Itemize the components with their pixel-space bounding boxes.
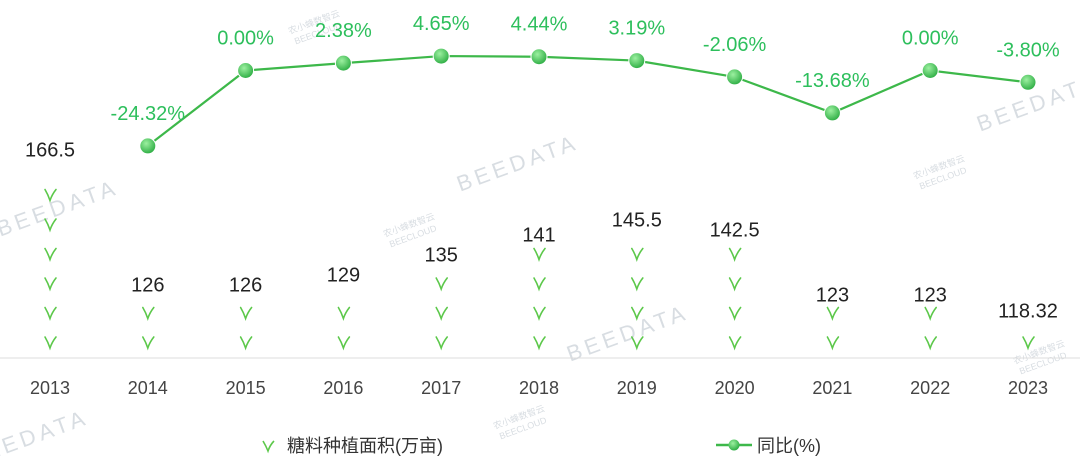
watermark-text-1: BEEDATA xyxy=(453,129,581,196)
watermark-text-4: BEEDATA xyxy=(0,404,92,461)
legend-item-line[interactable]: 同比(%) xyxy=(716,436,821,456)
line-series xyxy=(139,47,1037,155)
bar-label-2021: 123 xyxy=(816,285,849,307)
bar-2018 xyxy=(533,247,546,351)
bar-label-2016: 129 xyxy=(327,265,360,287)
line-point-2023[interactable] xyxy=(1019,73,1037,91)
x-tick-2016: 2016 xyxy=(323,378,363,398)
bar-label-2020: 142.5 xyxy=(710,220,760,242)
line-point-2022[interactable] xyxy=(921,62,939,79)
line-point-2016[interactable] xyxy=(334,54,352,72)
bar-series xyxy=(44,188,1035,351)
x-tick-2020: 2020 xyxy=(715,378,755,398)
bar-label-2014: 126 xyxy=(131,275,164,297)
line-point-2017[interactable] xyxy=(432,47,450,65)
x-tick-group: 2013 2014 2015 2016 2017 2018 2019 2020 2021 2022… xyxy=(30,378,1048,398)
bar-label-2015: 126 xyxy=(229,275,262,297)
bar-2022 xyxy=(924,306,937,351)
bar-label-2019: 145.5 xyxy=(612,210,662,232)
legend-label-bar: 糖料种植面积(万亩) xyxy=(287,436,443,456)
line-label-group: -24.32% 0.00% 2.38% 4.65% 4.44% 3.19% -2.06% -1… xyxy=(111,13,1060,125)
line-point-2019[interactable] xyxy=(628,52,646,70)
bar-2020 xyxy=(728,247,742,351)
watermark-text-2: BEEDATA xyxy=(563,299,691,366)
line-point-2014[interactable] xyxy=(139,137,157,155)
bar-2016 xyxy=(337,306,351,351)
line-label-2021: -13.68% xyxy=(795,70,870,92)
bar-label-2023: 118.32 xyxy=(998,300,1058,322)
line-label-2019: 3.19% xyxy=(608,18,665,40)
legend: 糖料种植面积(万亩) 同比(%) xyxy=(262,436,821,456)
x-tick-2022: 2022 xyxy=(910,378,950,398)
line-label-2015: 0.00% xyxy=(217,28,274,50)
bar-label-2022: 123 xyxy=(914,285,947,307)
line-label-2022: 0.00% xyxy=(902,28,959,50)
x-tick-2013: 2013 xyxy=(30,378,70,398)
line-label-2016: 2.38% xyxy=(315,20,372,42)
bar-label-group: 166.5 126 126 129 135 141 145.5 142.5 123 123 118.… xyxy=(25,140,1058,323)
bar-label-2018: 141 xyxy=(522,225,555,247)
legend-label-line: 同比(%) xyxy=(757,436,821,456)
bar-2023 xyxy=(1022,336,1035,351)
x-tick-2014: 2014 xyxy=(128,378,168,398)
x-tick-2015: 2015 xyxy=(226,378,266,398)
bar-2015 xyxy=(239,306,253,351)
watermark-text-0: BEEDATA xyxy=(0,174,122,241)
line-label-2023: -3.80% xyxy=(996,39,1060,61)
bar-2013 xyxy=(44,188,57,351)
bar-2014 xyxy=(142,306,155,351)
line-label-2017: 4.65% xyxy=(413,13,470,35)
legend-item-bar[interactable]: 糖料种植面积(万亩) xyxy=(262,436,443,456)
line-point-2015[interactable] xyxy=(237,62,255,79)
bar-2019 xyxy=(631,247,644,351)
line-label-2018: 4.44% xyxy=(511,14,568,36)
x-tick-2017: 2017 xyxy=(421,378,461,398)
line-point-2020[interactable] xyxy=(726,68,744,86)
bar-label-2017: 135 xyxy=(425,245,458,267)
x-tick-2021: 2021 xyxy=(812,378,852,398)
bar-2017 xyxy=(435,277,448,351)
line-point-2021[interactable] xyxy=(823,104,841,122)
x-tick-2018: 2018 xyxy=(519,378,559,398)
bar-label-2013: 166.5 xyxy=(25,140,75,162)
line-label-2020: -2.06% xyxy=(703,34,767,56)
line-path xyxy=(147,54,1029,147)
line-label-2014: -24.32% xyxy=(111,103,186,125)
line-point-2018[interactable] xyxy=(530,48,548,66)
sprout-icon xyxy=(262,440,275,454)
legend-dot-icon xyxy=(728,439,740,451)
bar-2021 xyxy=(826,306,840,351)
x-tick-2019: 2019 xyxy=(617,378,657,398)
x-tick-2023: 2023 xyxy=(1008,378,1048,398)
